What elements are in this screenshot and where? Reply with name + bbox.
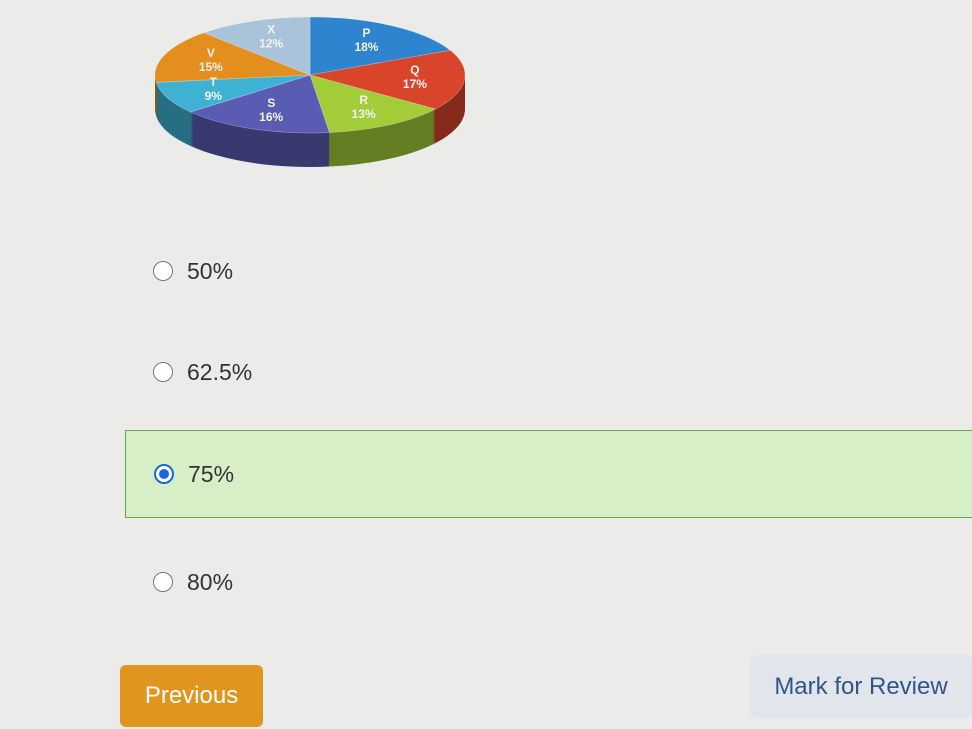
slice-name: V	[207, 46, 215, 60]
radio-button[interactable]	[153, 362, 173, 382]
pie-slice	[154, 32, 311, 83]
pie-slice	[309, 74, 437, 133]
slice-name: S	[267, 96, 275, 110]
radio-button[interactable]	[154, 464, 174, 484]
previous-button[interactable]: Previous	[120, 665, 263, 727]
slice-name: P	[362, 26, 370, 40]
slice-label: 18%	[354, 40, 378, 54]
slice-label: 15%	[199, 60, 223, 74]
option-text: 62.5%	[187, 358, 253, 385]
slice-label: 12%	[259, 37, 283, 51]
option[interactable]: 75%	[125, 430, 972, 518]
slice-label: 16%	[259, 110, 283, 124]
radio-button[interactable]	[153, 572, 173, 592]
slice-name: Q	[410, 63, 419, 77]
slice-name: X	[267, 23, 275, 37]
option-text: 80%	[187, 568, 234, 595]
pie-slice	[189, 74, 330, 134]
mark-review-button[interactable]: Mark for Review	[750, 655, 972, 718]
pie-slice	[309, 16, 451, 76]
option-text: 50%	[187, 257, 234, 284]
option[interactable]: 62.5%	[125, 328, 972, 416]
option[interactable]: 50%	[125, 227, 972, 315]
pie-slice	[309, 49, 466, 110]
pie-chart: P18% Q17% R13% S16% T9% V15% X12%	[154, 16, 466, 167]
option-text: 75%	[188, 460, 235, 487]
radio-button[interactable]	[153, 261, 173, 281]
pie-slice	[155, 74, 311, 113]
slice-label: 13%	[352, 107, 376, 121]
option[interactable]: 80%	[125, 538, 972, 626]
slice-label: 17%	[403, 77, 427, 91]
slice-label: 9%	[205, 89, 223, 103]
slice-name: T	[210, 75, 218, 89]
pie-slice	[203, 16, 311, 76]
slice-name: R	[359, 93, 368, 107]
